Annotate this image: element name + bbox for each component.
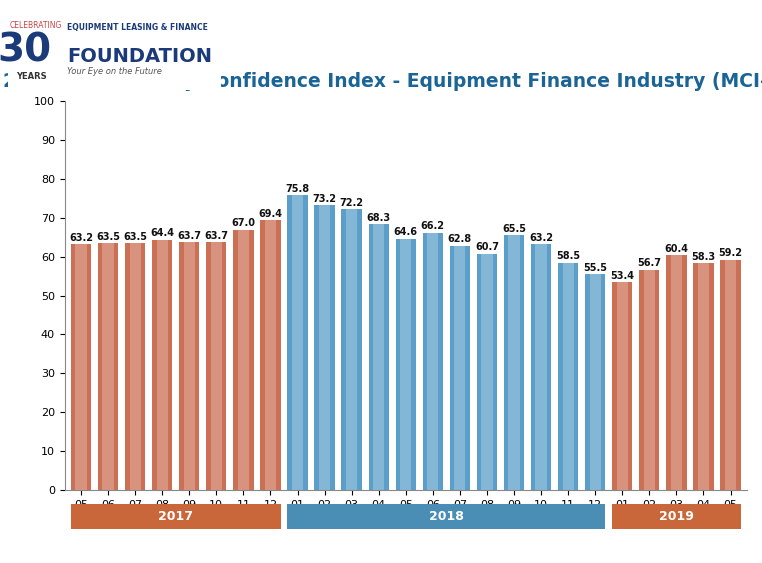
Bar	[125, 243, 146, 490]
Bar	[315, 205, 335, 490]
Text: 2019: 2019	[659, 510, 694, 523]
Bar	[287, 195, 308, 490]
Bar	[341, 209, 362, 490]
Bar	[395, 239, 416, 490]
FancyBboxPatch shape	[725, 260, 736, 490]
Bar	[504, 235, 524, 490]
Text: 53.4: 53.4	[610, 271, 634, 281]
Bar	[261, 220, 280, 490]
FancyBboxPatch shape	[454, 246, 466, 490]
Text: 30: 30	[0, 32, 52, 70]
FancyBboxPatch shape	[292, 195, 303, 490]
Text: FOUNDATION: FOUNDATION	[67, 47, 213, 66]
Bar	[369, 225, 389, 490]
Text: 68.3: 68.3	[367, 213, 391, 223]
Bar	[71, 244, 91, 490]
FancyBboxPatch shape	[698, 263, 709, 490]
Text: 64.6: 64.6	[394, 227, 418, 238]
Text: 63.5: 63.5	[123, 231, 147, 242]
Text: 72.2: 72.2	[340, 198, 363, 208]
Bar	[612, 283, 632, 490]
Text: 58.5: 58.5	[556, 251, 580, 261]
FancyBboxPatch shape	[644, 270, 655, 490]
FancyBboxPatch shape	[211, 242, 222, 490]
Text: 63.7: 63.7	[204, 231, 229, 241]
Text: CELEBRATING: CELEBRATING	[10, 21, 62, 30]
Text: 59.2: 59.2	[719, 248, 742, 258]
Bar	[179, 242, 200, 490]
FancyBboxPatch shape	[103, 243, 114, 490]
Text: 2018: 2018	[429, 510, 464, 523]
Bar	[450, 246, 470, 490]
Text: 58.3: 58.3	[691, 252, 716, 262]
Text: 64.4: 64.4	[150, 228, 174, 238]
FancyBboxPatch shape	[616, 283, 628, 490]
Text: 63.7: 63.7	[178, 231, 201, 241]
Bar	[477, 254, 497, 490]
FancyBboxPatch shape	[238, 230, 249, 490]
Text: 63.2: 63.2	[69, 233, 93, 243]
Text: YEARS: YEARS	[16, 72, 46, 81]
Bar	[233, 230, 254, 490]
FancyBboxPatch shape	[319, 205, 330, 490]
FancyBboxPatch shape	[536, 244, 546, 490]
FancyBboxPatch shape	[482, 254, 492, 490]
Bar	[639, 270, 659, 490]
Bar	[531, 244, 551, 490]
Text: 60.4: 60.4	[664, 244, 688, 253]
Text: 66.2: 66.2	[421, 221, 445, 231]
Bar	[585, 274, 605, 490]
FancyBboxPatch shape	[562, 262, 574, 490]
Bar	[423, 233, 443, 490]
Text: 73.2: 73.2	[312, 194, 337, 204]
Title: 24-Month Monthly Confidence Index - Equipment Finance Industry (MCI-EFI): 24-Month Monthly Confidence Index - Equi…	[3, 73, 762, 91]
FancyBboxPatch shape	[265, 220, 276, 490]
Bar	[207, 242, 226, 490]
Bar	[666, 255, 687, 490]
Text: 2017: 2017	[158, 510, 194, 523]
FancyBboxPatch shape	[400, 239, 411, 490]
Text: 69.4: 69.4	[258, 209, 283, 218]
FancyBboxPatch shape	[346, 209, 357, 490]
Text: EQUIPMENT LEASING & FINANCE: EQUIPMENT LEASING & FINANCE	[67, 23, 208, 32]
Bar	[558, 262, 578, 490]
FancyBboxPatch shape	[427, 233, 438, 490]
Text: 63.2: 63.2	[529, 233, 553, 243]
Bar	[98, 243, 118, 490]
FancyBboxPatch shape	[130, 243, 141, 490]
Text: Your Eye on the Future: Your Eye on the Future	[67, 67, 162, 76]
Text: 67.0: 67.0	[232, 218, 255, 228]
Text: 75.8: 75.8	[286, 184, 309, 194]
Text: 55.5: 55.5	[583, 263, 607, 272]
FancyBboxPatch shape	[75, 244, 87, 490]
FancyBboxPatch shape	[373, 225, 384, 490]
FancyBboxPatch shape	[671, 255, 682, 490]
FancyBboxPatch shape	[508, 235, 520, 490]
Text: 62.8: 62.8	[448, 234, 472, 244]
FancyBboxPatch shape	[184, 242, 195, 490]
Text: 60.7: 60.7	[475, 243, 499, 252]
Bar	[152, 240, 172, 490]
Bar	[720, 260, 741, 490]
Text: 65.5: 65.5	[502, 224, 526, 234]
FancyBboxPatch shape	[157, 240, 168, 490]
FancyBboxPatch shape	[590, 274, 600, 490]
Text: 63.5: 63.5	[96, 231, 120, 242]
Text: 56.7: 56.7	[637, 258, 661, 268]
Bar	[693, 263, 713, 490]
